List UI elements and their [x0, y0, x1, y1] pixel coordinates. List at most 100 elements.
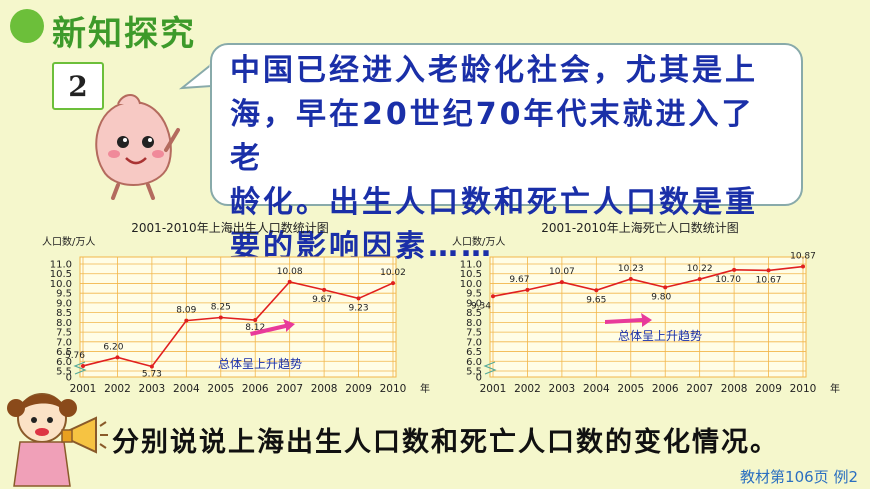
x-tick-label: 2005 — [207, 383, 234, 395]
x-tick-label: 2001 — [480, 383, 507, 395]
x-tick-label: 2008 — [721, 383, 748, 395]
data-label: 10.22 — [687, 264, 713, 274]
x-tick-label: 2007 — [276, 383, 303, 395]
plot-area — [79, 256, 397, 378]
y-axis-label: 人口数/万人 — [42, 235, 95, 248]
x-tick-label: 2003 — [549, 383, 576, 395]
y-tick-label: 6.0 — [466, 357, 482, 368]
y-tick-label: 10.5 — [460, 269, 482, 280]
data-point — [732, 267, 737, 272]
y-tick-label: 6.0 — [56, 357, 72, 368]
data-label: 9.65 — [586, 295, 606, 305]
girl-with-megaphone-icon — [7, 393, 108, 487]
y-tick-label: 0 — [476, 373, 482, 384]
y-axis-label: 人口数/万人 — [452, 235, 505, 248]
bubble-line-3: 龄化。出生人口数和死亡人口数是重 — [230, 185, 758, 220]
trend-annotation: 总体呈上升趋势 — [218, 357, 302, 371]
x-tick-label: 2006 — [242, 383, 269, 395]
y-tick-label: 10.5 — [50, 269, 72, 280]
data-label: 6.20 — [103, 342, 123, 352]
textbook-reference: 教材第106页 例2 — [740, 468, 858, 486]
x-tick-label: 2009 — [345, 383, 372, 395]
data-label: 10.02 — [380, 268, 406, 278]
x-tick-label: 2007 — [686, 383, 713, 395]
x-tick-label: 2001 — [70, 383, 97, 395]
bubble-line-1: 中国已经进入老龄化社会，尤其是上 — [230, 53, 758, 88]
peach-mascot-icon — [95, 94, 180, 200]
data-label: 5.76 — [65, 351, 85, 361]
y-tick-label: 9.0 — [466, 298, 482, 309]
data-point — [81, 363, 85, 368]
data-point — [253, 318, 258, 323]
y-tick-label: 7.5 — [56, 328, 72, 339]
data-label: 5.73 — [142, 370, 162, 380]
y-tick-label: 9.5 — [466, 289, 482, 300]
x-tick-label: 2004 — [173, 383, 200, 395]
y-tick-label: 9.0 — [56, 298, 72, 309]
y-tick-label: 8.5 — [56, 308, 72, 319]
series-line — [492, 265, 804, 298]
axis-break-mark — [73, 361, 87, 375]
data-point — [287, 279, 292, 284]
x-tick-label: 2010 — [380, 383, 407, 395]
data-point — [149, 364, 154, 369]
example-number: 2 — [68, 69, 88, 103]
data-point — [663, 285, 668, 290]
data-label: 10.67 — [756, 275, 782, 285]
data-point — [801, 264, 805, 269]
trend-annotation: 总体呈上升趋势 — [618, 329, 702, 343]
trend-arrow-icon — [605, 313, 652, 327]
y-tick-label: 11.0 — [50, 260, 72, 271]
bubble-line-2: 海，早在20世纪70年代末就进入了老 — [230, 97, 755, 176]
data-point — [218, 315, 223, 320]
y-tick-label: 8.0 — [56, 318, 72, 329]
data-point — [322, 287, 327, 292]
plot-area — [489, 256, 807, 378]
example-number-badge: 2 — [52, 62, 104, 110]
page-title: 新知探究 — [52, 14, 196, 54]
trend-arrow-icon — [250, 319, 295, 336]
y-tick-label: 7.0 — [466, 337, 482, 348]
axis-break-mark — [483, 361, 497, 375]
data-point — [115, 355, 120, 360]
y-tick-label: 5.5 — [466, 367, 482, 378]
x-tick-label: 2005 — [617, 383, 644, 395]
y-tick-label: 6.5 — [56, 347, 72, 358]
x-tick-label: 2004 — [583, 383, 610, 395]
y-tick-label: 6.5 — [466, 347, 482, 358]
data-label: 10.23 — [618, 264, 644, 274]
x-axis-label: 年份 — [830, 382, 840, 395]
data-label: 8.12 — [245, 323, 265, 333]
header-dot — [10, 9, 44, 43]
data-point — [697, 277, 702, 282]
x-tick-label: 2002 — [104, 383, 131, 395]
data-point — [594, 288, 599, 293]
data-point — [525, 287, 530, 292]
y-tick-label: 10.0 — [50, 279, 72, 290]
y-tick-label: 8.0 — [466, 318, 482, 329]
data-label: 8.25 — [211, 303, 231, 313]
x-tick-label: 2006 — [652, 383, 679, 395]
chart-title: 2001-2010年上海出生人口数统计图 — [131, 220, 328, 235]
chart-title: 2001-2010年上海死亡人口数统计图 — [541, 220, 738, 235]
data-label: 10.07 — [549, 267, 575, 277]
data-point — [559, 280, 564, 285]
data-point — [391, 281, 395, 286]
x-tick-label: 2010 — [790, 383, 817, 395]
y-tick-label: 8.5 — [466, 308, 482, 319]
data-point — [491, 294, 495, 299]
data-label: 10.08 — [277, 267, 303, 277]
data-label: 10.70 — [715, 275, 741, 285]
data-label: 9.23 — [349, 303, 369, 313]
data-point — [628, 276, 633, 281]
data-label: 10.87 — [790, 252, 816, 262]
x-tick-label: 2003 — [139, 383, 166, 395]
data-point — [766, 268, 771, 273]
data-label: 9.80 — [651, 292, 671, 302]
x-tick-label: 2002 — [514, 383, 541, 395]
data-label: 8.09 — [176, 306, 196, 316]
data-point — [356, 296, 361, 301]
question-text: 分别说说上海出生人口数和死亡人口数的变化情况。 — [112, 427, 779, 458]
